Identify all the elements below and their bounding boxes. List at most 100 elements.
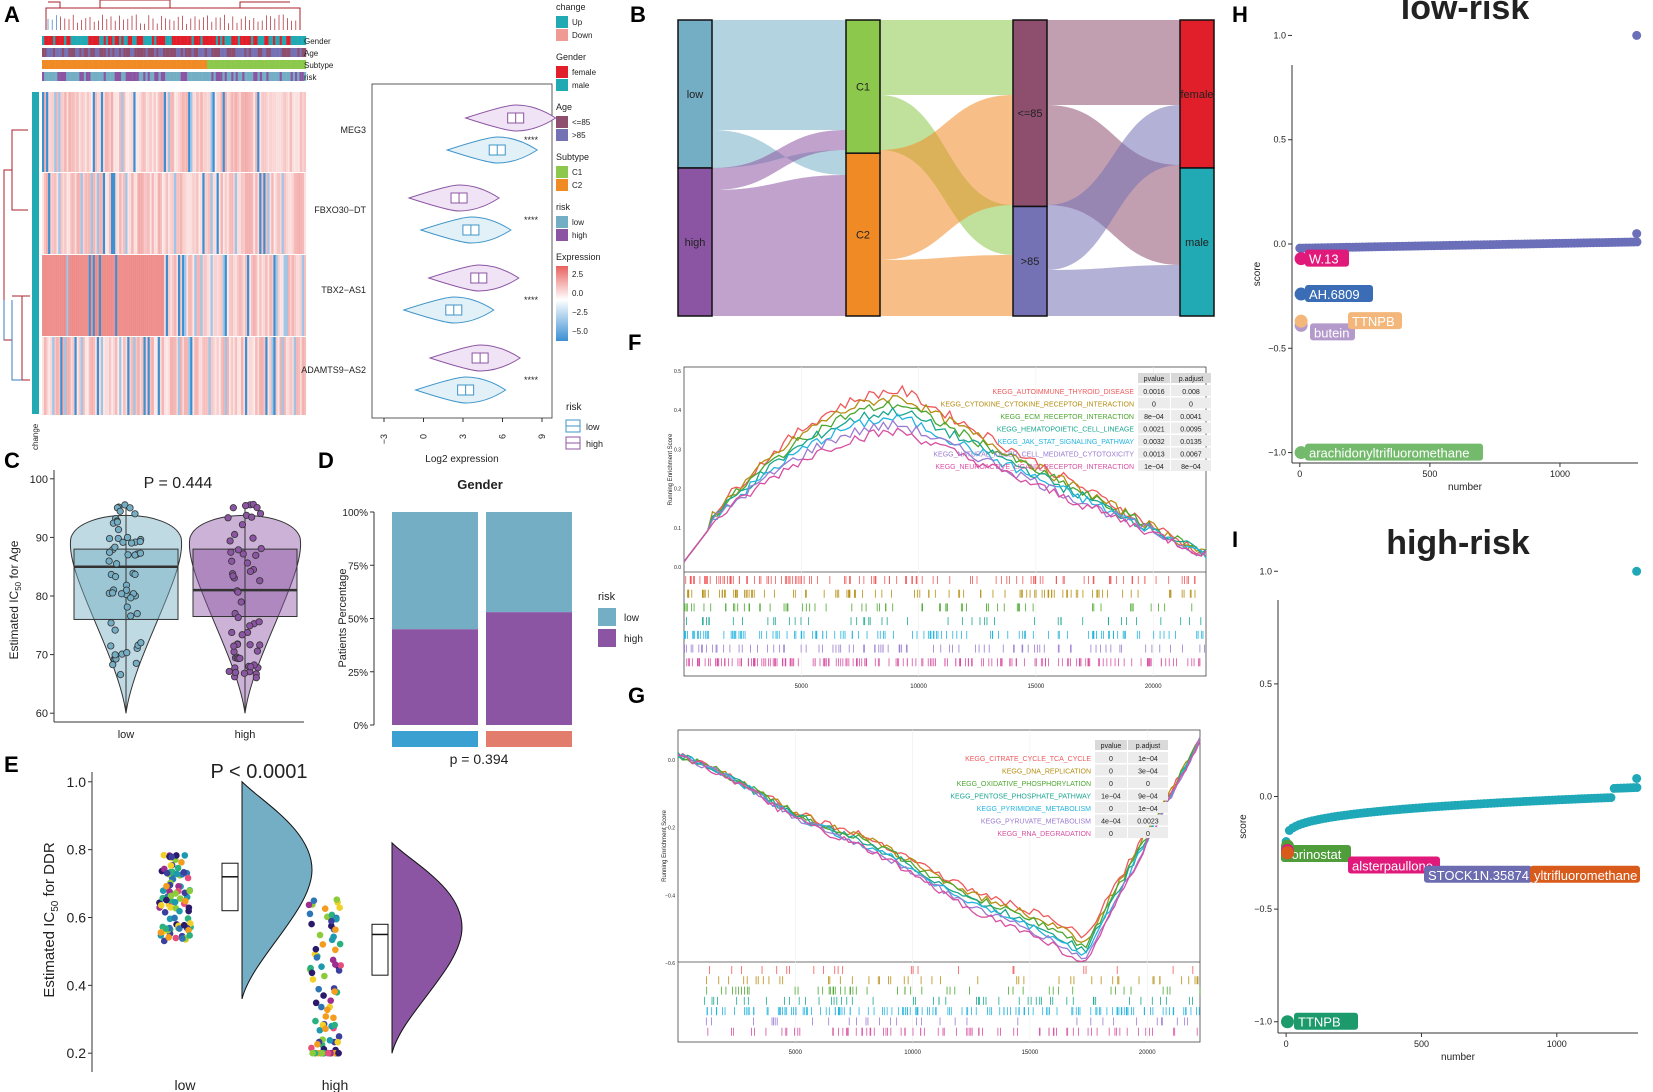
heatmap-column-cell <box>70 337 73 415</box>
data-point <box>256 641 264 649</box>
sankey-node-label: >85 <box>1021 256 1040 268</box>
annotation-cell <box>231 36 234 45</box>
heatmap-column-cell <box>285 173 288 254</box>
annotation-cell <box>240 36 243 45</box>
heatmap-column-cell <box>94 173 97 254</box>
pathway-padjust: 1e−04 <box>1138 806 1158 813</box>
annotation-cell <box>105 48 109 57</box>
heatmap-column-cell <box>94 92 97 172</box>
heatmap-column-cell <box>98 92 102 172</box>
heatmap-column-cell <box>208 255 211 336</box>
annotation-cell <box>224 72 227 81</box>
annotation-cell <box>235 72 238 81</box>
heatmap-column-cell <box>161 255 164 336</box>
data-point <box>248 513 256 521</box>
annotation-cell <box>295 60 298 69</box>
pathway-pvalue: 0 <box>1109 769 1113 776</box>
heatmap-column-cell <box>92 92 95 172</box>
annotation-cell <box>277 48 280 57</box>
annotation-cell <box>299 36 302 45</box>
heatmap-column-cell <box>143 173 146 254</box>
legend-entry: >85 <box>572 131 586 140</box>
heatmap-column-cell <box>198 173 201 254</box>
annotation-cell <box>66 36 69 45</box>
heatmap-column-cell <box>127 173 130 254</box>
data-point <box>228 628 236 637</box>
heatmap-column-cell <box>86 255 89 336</box>
heatmap-column-cell <box>141 255 144 336</box>
expression-colorbar <box>556 266 568 341</box>
heatmap-column-cell <box>159 255 162 336</box>
annotation-cell <box>149 72 153 81</box>
heatmap-column-cell <box>108 173 112 254</box>
annotation-cell <box>44 48 47 57</box>
heatmap-column-cell <box>155 92 158 172</box>
annotation-cell <box>191 36 194 45</box>
heatmap-column-cell <box>214 337 217 415</box>
data-point <box>184 874 192 882</box>
score-point-max <box>1632 566 1642 576</box>
annotation-cell <box>143 60 146 69</box>
heatmap-column-cell <box>283 255 286 336</box>
annotation-cell <box>185 72 188 81</box>
annotation-cell <box>79 48 82 57</box>
heatmap-column-cell <box>106 92 110 172</box>
panel-label-i: I <box>1232 527 1238 552</box>
pathway-pvalue: 0 <box>1109 756 1113 763</box>
annotation-cell <box>141 60 144 69</box>
flow-gt85-male <box>1047 265 1180 316</box>
pathway-pvalue: 1e−04 <box>1101 794 1121 801</box>
heatmap-column-cell <box>281 92 284 172</box>
pathway-name: KEGG_PYRUVATE_METABOLISM <box>981 819 1091 826</box>
annotation-cell <box>108 48 111 57</box>
data-point <box>226 537 234 545</box>
heatmap-column-cell <box>212 92 215 172</box>
heatmap-column-cell <box>68 337 71 415</box>
annotation-cell <box>83 72 87 81</box>
annotation-cell <box>284 60 287 69</box>
data-point <box>157 929 165 936</box>
heatmap-column-cell <box>228 173 231 254</box>
annotation-cell <box>134 48 137 57</box>
heatmap-column-cell <box>151 92 154 172</box>
annotation-cell <box>44 36 47 45</box>
heatmap-column-cell <box>206 92 209 172</box>
heatmap-column-cell <box>245 92 248 172</box>
heatmap-column-cell <box>139 173 142 254</box>
heatmap-column-cell <box>198 92 201 172</box>
heatmap-column-cell <box>149 92 152 172</box>
heatmap-column-cell <box>42 173 45 254</box>
label-box <box>1305 285 1373 303</box>
heatmap-column-cell <box>289 255 292 336</box>
heatmap-column-cell <box>267 173 270 254</box>
score-point <box>1632 783 1642 793</box>
heatmap-column-cell <box>257 337 260 415</box>
annotation-cell <box>286 60 289 69</box>
pathway-pvalue: 4e−04 <box>1101 819 1121 826</box>
sankey-node-0 <box>677 19 713 169</box>
heatmap-column-cell <box>88 337 91 415</box>
data-point <box>308 1044 315 1052</box>
data-point <box>114 526 123 534</box>
annotation-cell <box>163 72 166 81</box>
annotation-cell <box>174 48 177 57</box>
heatmap-column-cell <box>253 173 256 254</box>
heatmap-column-cell <box>214 173 217 254</box>
heatmap-column-cell <box>169 255 173 336</box>
annotation-cell <box>110 72 113 81</box>
x-tick-label: 1000 <box>1547 1039 1567 1049</box>
flow-c2-gt85 <box>880 255 1013 316</box>
heatmap-column-cell <box>62 92 65 172</box>
heatmap-column-cell <box>194 255 197 336</box>
annotation-cell <box>167 72 170 81</box>
annotation-cell <box>253 60 256 69</box>
heatmap-column-cell <box>247 337 250 415</box>
point-label: vorinostat <box>1285 847 1342 862</box>
annotation-cell <box>191 48 194 57</box>
table-cell <box>1095 814 1127 826</box>
heatmap-column-cell <box>295 92 298 172</box>
x-tick-label: 9 <box>537 434 547 439</box>
data-point <box>114 534 122 543</box>
annotation-cell <box>130 60 133 69</box>
heatmap-column-cell <box>66 337 69 415</box>
